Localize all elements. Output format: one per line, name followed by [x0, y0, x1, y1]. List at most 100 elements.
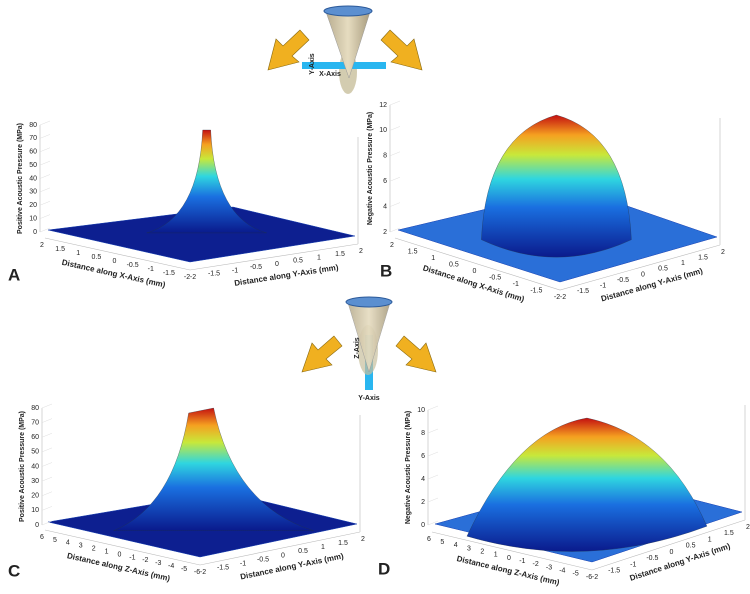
grid-line	[39, 134, 51, 139]
x-tick-label: 3	[467, 545, 471, 552]
x-tick-label: 1	[431, 255, 435, 262]
x-tick-label: 4	[454, 542, 458, 549]
grid-line	[427, 405, 439, 411]
x-tick-label: -6	[586, 574, 592, 581]
z-tick-label: 8	[383, 153, 387, 160]
y-tick-label: -2	[190, 274, 196, 281]
surface-peak	[481, 114, 632, 258]
z-tick-label: 6	[383, 178, 387, 185]
z-tick-label: 60	[29, 149, 37, 156]
x-tick-label: 1	[105, 548, 109, 555]
y-tick-label: -0.5	[250, 264, 262, 271]
z-tick-label: 30	[31, 478, 39, 485]
y-tick-label: -2	[592, 574, 598, 581]
x-tick-label: 2	[40, 242, 44, 249]
z-tick-label: 80	[31, 405, 39, 412]
transducer-icon: Y-Axis X-Axis	[267, 5, 423, 94]
surface-peak	[466, 417, 708, 552]
x-tick-label: -3	[546, 564, 552, 571]
x-tick-label: 4	[66, 540, 70, 547]
z-tick-label: 20	[31, 493, 39, 500]
grid-line	[39, 187, 51, 193]
z-axis-label: Positive Acoustic Pressure (MPa)	[17, 123, 24, 234]
axis-box	[427, 405, 746, 571]
grid-line	[41, 447, 53, 453]
y-tick-label: 0.5	[658, 266, 668, 273]
z-axis-label: Negative Acoustic Pressure (MPa)	[405, 411, 412, 524]
grid-line	[41, 462, 53, 467]
y-tick-label: 0.5	[298, 548, 308, 555]
y-tick-label: -1	[600, 283, 606, 290]
x-tick-label: -1	[129, 554, 135, 561]
x-tick-label: -1	[513, 281, 519, 288]
y-axis-label: Distance along Y-Axis (mm)	[239, 551, 344, 581]
grid-line	[39, 201, 51, 206]
z-tick-label: 50	[31, 449, 39, 456]
x-tick-label: 1	[494, 552, 498, 559]
x-tick-label: -6	[194, 569, 200, 576]
surface-peak	[146, 129, 267, 234]
y-tick-label: -1	[232, 267, 238, 274]
x-tick-label: 2	[92, 546, 96, 553]
x-tick-label: -2	[184, 274, 190, 281]
y-tick-label: -1	[240, 561, 246, 568]
y-tick-label: 1.5	[698, 254, 708, 261]
x-tick-label: 6	[40, 534, 44, 541]
y-tick-label: 2	[361, 536, 365, 543]
y-tick-label: 1.5	[335, 251, 345, 258]
z-tick-label: 12	[379, 102, 387, 109]
icon-label: Y-Axis	[358, 395, 380, 402]
x-tick-label: -4	[559, 568, 565, 575]
z-tick-label: 70	[29, 135, 37, 142]
surface-floor	[47, 206, 356, 263]
z-tick-label: 2	[383, 229, 387, 236]
z-tick-label: 60	[31, 434, 39, 441]
x-tick-label: -4	[168, 563, 174, 570]
z-tick-label: 10	[417, 407, 425, 414]
y-tick-label: -2	[200, 569, 206, 576]
y-axis-label: Distance along Y-Axis (mm)	[629, 541, 732, 582]
y-tick-label: -1.5	[208, 271, 220, 278]
grid-line	[39, 147, 51, 152]
x-tick-label: 0.5	[92, 254, 102, 261]
y-axis-label: Distance along Y-Axis (mm)	[600, 266, 704, 303]
grid-line	[389, 100, 401, 106]
x-tick-label: -2	[533, 561, 539, 568]
grid-line	[427, 428, 439, 434]
z-tick-label: 0	[33, 229, 37, 236]
y-tick-label: 0.5	[686, 543, 696, 550]
grid-line	[389, 227, 401, 233]
z-tick-label: 4	[421, 476, 425, 483]
z-tick-label: 10	[31, 507, 39, 514]
y-tick-label: -0.5	[646, 555, 658, 562]
panel-label: D	[378, 559, 390, 578]
z-tick-label: 20	[29, 202, 37, 209]
z-tick-label: 80	[29, 122, 37, 129]
z-tick-label: 10	[29, 215, 37, 222]
y-tick-label: 0	[275, 261, 279, 268]
x-tick-label: -1.5	[530, 287, 542, 294]
grid-line	[389, 176, 401, 182]
z-tick-label: 10	[379, 127, 387, 134]
y-tick-label: 0	[670, 549, 674, 556]
x-tick-label: 5	[53, 537, 57, 544]
z-axis-label: Negative Acoustic Pressure (MPa)	[367, 112, 374, 225]
x-tick-label: -2	[554, 294, 560, 301]
panel-label: A	[8, 265, 20, 284]
x-tick-label: 0	[473, 268, 477, 275]
x-tick-label: 2	[390, 242, 394, 249]
x-tick-label: -0.5	[127, 262, 139, 269]
x-tick-label: -5	[573, 571, 579, 578]
x-tick-label: -5	[181, 566, 187, 573]
grid-line	[41, 403, 53, 409]
y-tick-label: 1	[681, 260, 685, 267]
y-tick-label: -1	[630, 561, 636, 568]
x-tick-label: 3	[79, 543, 83, 550]
y-tick-label: 1.5	[338, 540, 348, 547]
grid-line	[389, 202, 401, 207]
grid-line	[41, 433, 53, 438]
z-tick-label: 50	[29, 162, 37, 169]
